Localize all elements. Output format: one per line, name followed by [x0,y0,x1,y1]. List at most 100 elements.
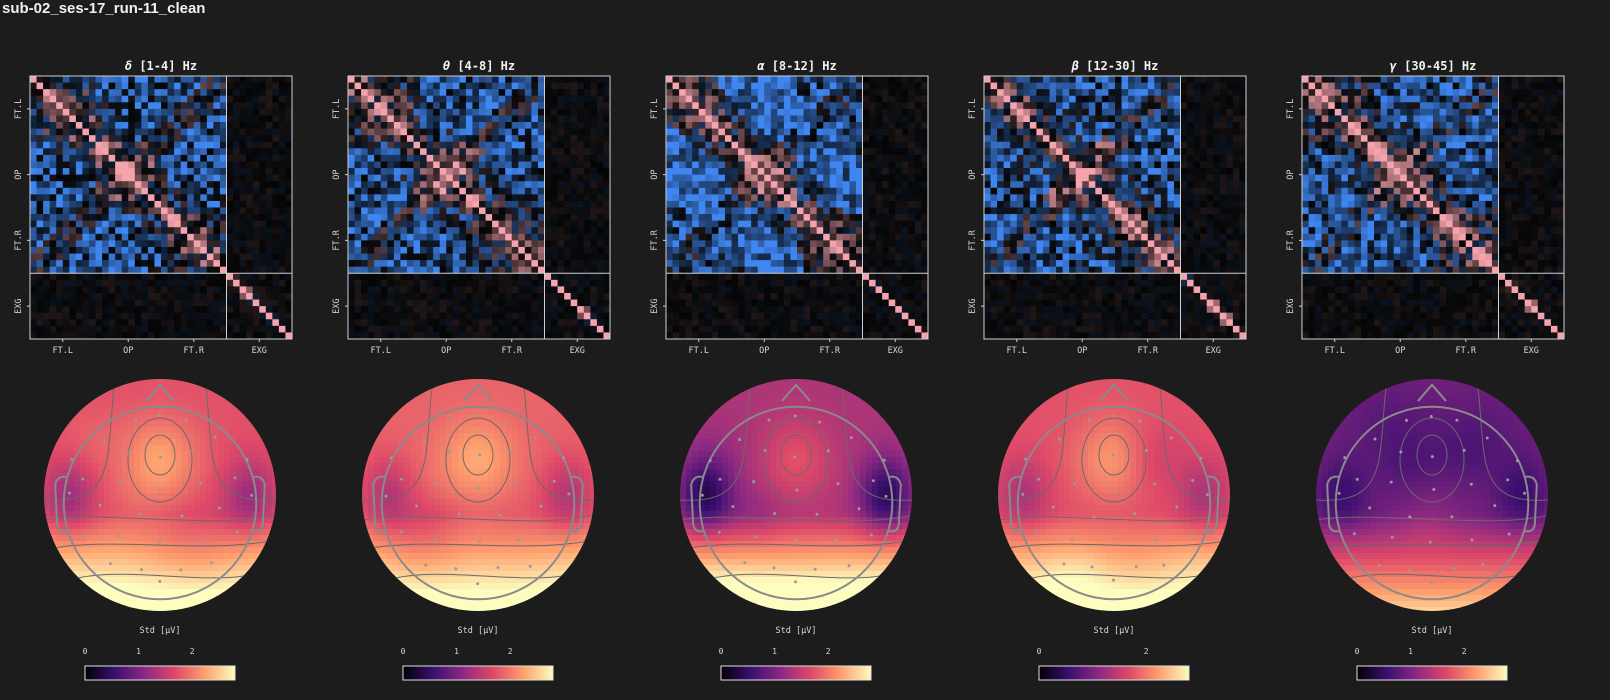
matrix-cell [285,141,293,149]
contour-line [69,573,251,581]
matrix-cell [75,154,83,162]
matrix-cell [446,220,454,228]
matrix-cell [121,82,129,90]
topomap-pixel [218,487,225,494]
topomap-pixel [80,517,87,524]
matrix-cell [374,200,382,208]
topomap-pixel [248,541,255,548]
matrix-cell [531,240,539,248]
matrix-cell [239,181,247,189]
contour-line [44,514,276,522]
matrix-cell [465,332,473,340]
topomap [362,379,594,611]
topomap-pixel [134,469,141,476]
matrix-cell [252,89,260,97]
topomap-pixel [74,517,81,524]
matrix-cell [367,233,375,241]
matrix-cell [134,266,142,274]
topomap-pixel [176,511,183,518]
matrix-cell [459,89,467,97]
matrix-cell [420,154,427,162]
matrix-cell [439,115,447,123]
matrix-cell [577,200,585,208]
topomap-pixel [206,433,213,440]
matrix-cell [537,82,545,90]
topomap-pixel [416,457,423,464]
matrix-cell [193,168,201,175]
topomap-pixel [92,511,99,518]
topomap-pixel [512,403,519,410]
topomap-pixel [530,451,537,458]
matrix-cell [374,299,382,307]
matrix-cell [246,89,254,97]
matrix-cell [147,240,155,248]
matrix-cell [252,214,260,221]
topomap-pixel [524,403,531,410]
topomap-pixel [158,601,165,608]
matrix-cell [406,200,414,208]
matrix-cell [128,200,136,208]
matrix-cell [154,332,162,340]
matrix-cell [426,286,434,294]
matrix-cell [239,240,247,248]
matrix-cell [393,135,401,143]
topomap-pixel [224,427,231,434]
topomap-pixel [242,529,249,536]
matrix-cell [590,332,598,340]
topomap-pixel [380,445,387,452]
matrix-cell [193,102,201,110]
matrix-cell [426,181,434,189]
matrix-cell [62,246,70,254]
topomap-pixel [68,565,75,572]
topomap-pixel [254,421,261,428]
matrix-cell [583,128,591,136]
matrix-cell [570,279,578,287]
matrix-cell [174,102,181,110]
matrix-cell [30,279,37,287]
topomap-pixel [470,397,477,404]
matrix-cell [62,108,70,116]
matrix-cell [583,154,591,162]
topomap-pixel [92,433,99,440]
matrix-cell [570,148,578,156]
matrix-cell [472,200,480,208]
topomap-pixel [98,553,105,560]
sensor-dot [199,481,203,485]
topomap-pixel [146,607,153,611]
matrix-cell [193,246,201,254]
matrix-cell [49,273,57,281]
matrix-cell [147,168,155,175]
topomap-pixel [560,409,567,416]
matrix-cell [393,246,401,254]
matrix-cell [439,174,447,182]
matrix-cell [505,299,513,307]
matrix-cell [82,89,90,97]
matrix-cell [206,233,214,241]
topomap-pixel [164,571,171,578]
matrix-cell [278,76,286,83]
matrix-cell [128,220,136,228]
topomap-pixel [470,409,477,416]
matrix-cell [400,220,408,228]
topomap-pixel [44,463,51,470]
matrix-cell [239,168,247,175]
matrix-cell [102,299,109,307]
matrix-cell [531,325,539,333]
matrix-cell [82,135,90,143]
topomap-pixel [98,481,105,488]
topomap-pixel [500,415,507,422]
matrix-cell [200,207,208,215]
matrix-cell [161,122,168,129]
matrix-cell [174,207,181,215]
matrix-cell [193,286,201,294]
topomap-pixel [122,499,129,506]
topomap-pixel [110,499,117,506]
topomap-pixel [122,445,129,452]
topomap-pixel [158,481,165,488]
topomap-pixel [56,427,63,434]
topomap-pixel [92,475,99,482]
topomap-pixel [110,487,117,494]
topomap-pixel [170,535,177,542]
topomap-pixel [548,451,555,458]
matrix-cell [95,194,103,202]
